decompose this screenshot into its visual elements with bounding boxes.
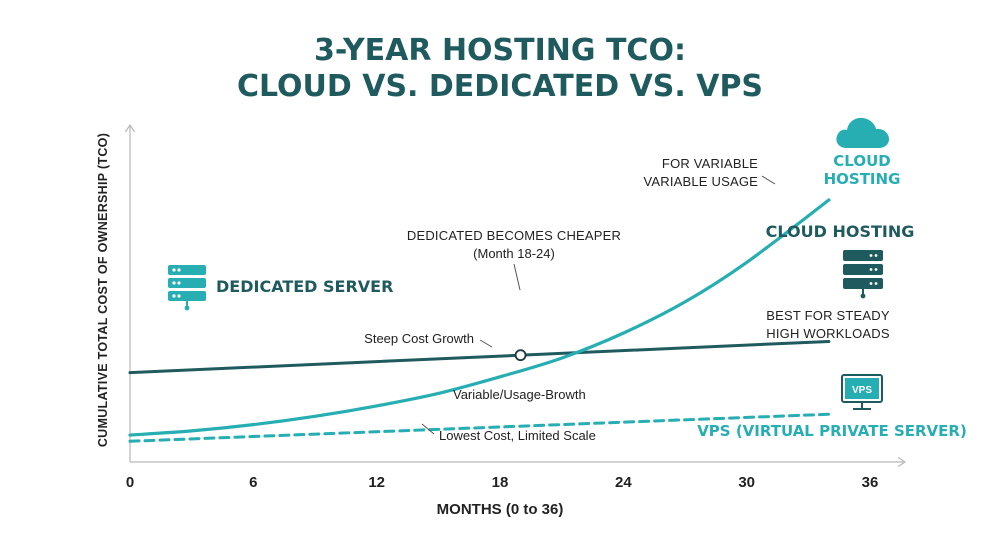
- usage-growth-annotation: Variable/Usage-Browth: [453, 387, 586, 402]
- x-tick-label-12: 12: [368, 474, 385, 491]
- server-rack-dark-icon: [843, 250, 883, 299]
- crossover-leader-line: [513, 263, 521, 291]
- chart-title-line2: CLOUD VS. DEDICATED VS. VPS: [237, 69, 763, 104]
- x-axis-label: MONTHS (0 to 36): [437, 501, 564, 518]
- variable-leader-line: [761, 175, 776, 185]
- series-layer: [128, 198, 831, 443]
- steep-growth-annotation: Steep Cost Growth: [364, 331, 474, 346]
- cloud-label-line1: CLOUD: [833, 152, 890, 170]
- vps-screen-label: VPS: [852, 385, 872, 396]
- dedicated-series-label: DEDICATED SERVER: [216, 277, 393, 296]
- y-axis-label: CUMULATIVE TOTAL COST OF OWNERSHIP (TCO): [96, 133, 110, 447]
- cloud-icon: [836, 117, 889, 148]
- x-tick-label-18: 18: [492, 474, 509, 491]
- steady-annotation-line1: BEST FOR STEADY: [766, 308, 890, 323]
- chart-title-line1: 3-YEAR HOSTING TCO:: [314, 33, 686, 68]
- series-line-cloud: [128, 198, 831, 437]
- x-tick-label-30: 30: [738, 474, 755, 491]
- steep-leader-line: [479, 339, 493, 348]
- steady-annotation-line2: HIGH WORKLOADS: [766, 326, 890, 341]
- cloud-hosting-dark-label: CLOUD HOSTING: [766, 222, 915, 241]
- lowest-cost-annotation: Lowest Cost, Limited Scale: [439, 428, 596, 443]
- crossover-annotation-line2: (Month 18-24): [473, 246, 555, 261]
- series-line-dedicated: [128, 339, 831, 375]
- x-tick-label-6: 6: [249, 474, 257, 491]
- monitor-icon: VPS: [841, 374, 883, 410]
- x-tick-label-36: 36: [862, 474, 879, 491]
- vps-series-label: VPS (VIRTUAL PRIVATE SERVER): [697, 422, 967, 440]
- variable-annotation-line2: VARIABLE USAGE: [643, 174, 758, 189]
- x-tick-label-0: 0: [126, 474, 134, 491]
- x-tick-label-24: 24: [615, 474, 632, 491]
- x-tick-labels: 0 6 12 18 24 30 36: [126, 474, 879, 491]
- crossover-marker: [514, 349, 527, 362]
- crossover-annotation-line1: DEDICATED BECOMES CHEAPER: [407, 228, 621, 243]
- series-line-vps: [128, 412, 831, 443]
- cloud-label-line2: HOSTING: [824, 170, 901, 188]
- lowest-leader-line: [421, 423, 435, 435]
- server-rack-icon: [168, 265, 206, 311]
- variable-annotation-line1: FOR VARIABLE: [662, 156, 758, 171]
